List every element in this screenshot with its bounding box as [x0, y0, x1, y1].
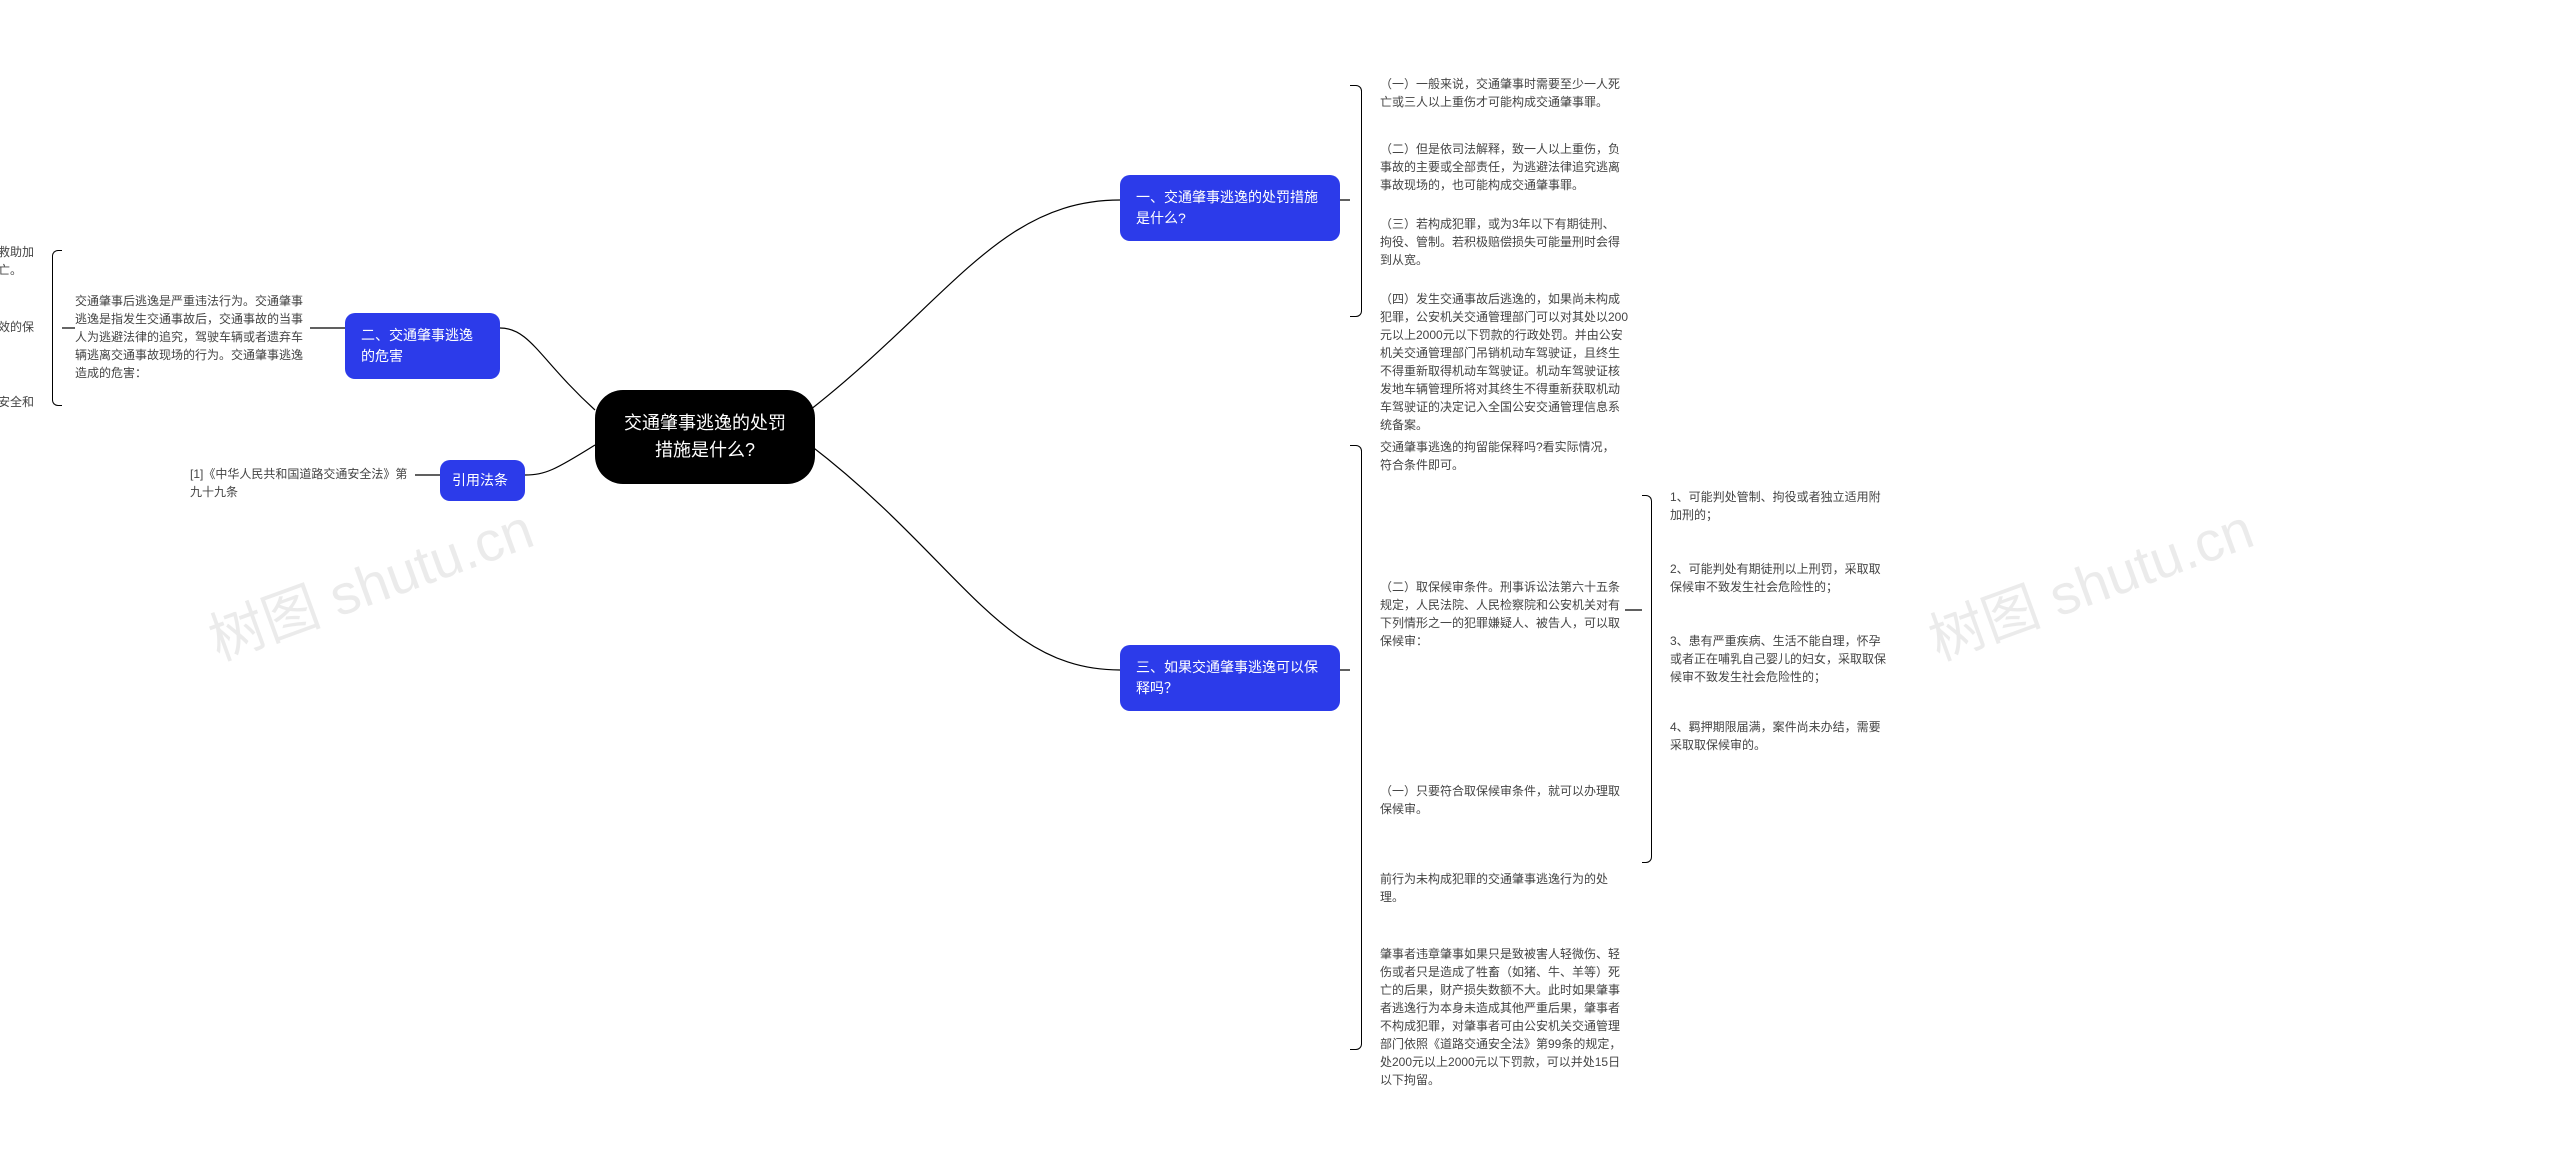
branch2-item-3: （三）严重影响正常的道路交通安全和社会秩序。: [0, 393, 45, 429]
branch3-intro: 交通肇事逃逸的拘留能保释吗?看实际情况，符合条件即可。: [1380, 438, 1620, 474]
branch2-item-2: （二）使受害者无法得到及时有效的保护和相应赔偿。: [0, 318, 45, 354]
branch3-sub-b-item-3: 3、患有严重疾病、生活不能自理，怀孕或者正在哺乳自己婴儿的妇女，采取取保候审不致…: [1670, 632, 1890, 686]
watermark-left: 树图 shutu.cn: [196, 484, 543, 676]
branch3-sub-b-item-4: 4、羁押期限届满，案件尚未办结，需要采取取保候审的。: [1670, 718, 1890, 754]
branch3-note1: 前行为未构成犯罪的交通肇事逃逸行为的处理。: [1380, 870, 1620, 906]
branch4-item: [1]《中华人民共和国道路交通安全法》第九十九条: [190, 465, 415, 501]
branch3-sub-a: （一）只要符合取保候审条件，就可以办理取保候审。: [1380, 782, 1620, 818]
watermark-right: 树图 shutu.cn: [1916, 484, 2263, 676]
bracket-branch3: [1350, 445, 1362, 1050]
center-node: 交通肇事逃逸的处罚措施是什么?: [595, 390, 815, 484]
branch2-desc: 交通肇事后逃逸是严重违法行为。交通肇事逃逸是指发生交通事故后，交通事故的当事人为…: [75, 292, 310, 382]
branch1-title: 一、交通肇事逃逸的处罚措施是什么?: [1120, 175, 1340, 241]
bracket-branch3-sub: [1642, 495, 1652, 863]
branch2-item-1: （一）致使被害人因得不到及时救助加重受害人的伤情，甚至因此而死亡。: [0, 243, 45, 279]
branch3-sub-b-item-1: 1、可能判处管制、拘役或者独立适用附加刑的；: [1670, 488, 1890, 524]
branch1-item-4: （四）发生交通事故后逃逸的，如果尚未构成犯罪，公安机关交通管理部门可以对其处以2…: [1380, 290, 1630, 434]
branch2-title: 二、交通肇事逃逸的危害: [345, 313, 500, 379]
branch1-item-3: （三）若构成犯罪，或为3年以下有期徒刑、拘役、管制。若积极赔偿损失可能量刑时会得…: [1380, 215, 1620, 269]
bracket-branch2: [52, 250, 62, 406]
branch1-item-2: （二）但是依司法解释，致一人以上重伤，负事故的主要或全部责任，为逃避法律追究逃离…: [1380, 140, 1620, 194]
branch3-title: 三、如果交通肇事逃逸可以保释吗？: [1120, 645, 1340, 711]
branch1-item-1: （一）一般来说，交通肇事时需要至少一人死亡或三人以上重伤才可能构成交通肇事罪。: [1380, 75, 1620, 111]
branch3-sub-b: （二）取保候审条件。刑事诉讼法第六十五条规定，人民法院、人民检察院和公安机关对有…: [1380, 578, 1620, 650]
bracket-branch1: [1350, 85, 1362, 317]
branch3-sub-b-item-2: 2、可能判处有期徒刑以上刑罚，采取取保候审不致发生社会危险性的；: [1670, 560, 1890, 596]
branch3-note2: 肇事者违章肇事如果只是致被害人轻微伤、轻伤或者只是造成了牲畜（如猪、牛、羊等）死…: [1380, 945, 1630, 1089]
branch4-title: 引用法条: [440, 460, 525, 501]
